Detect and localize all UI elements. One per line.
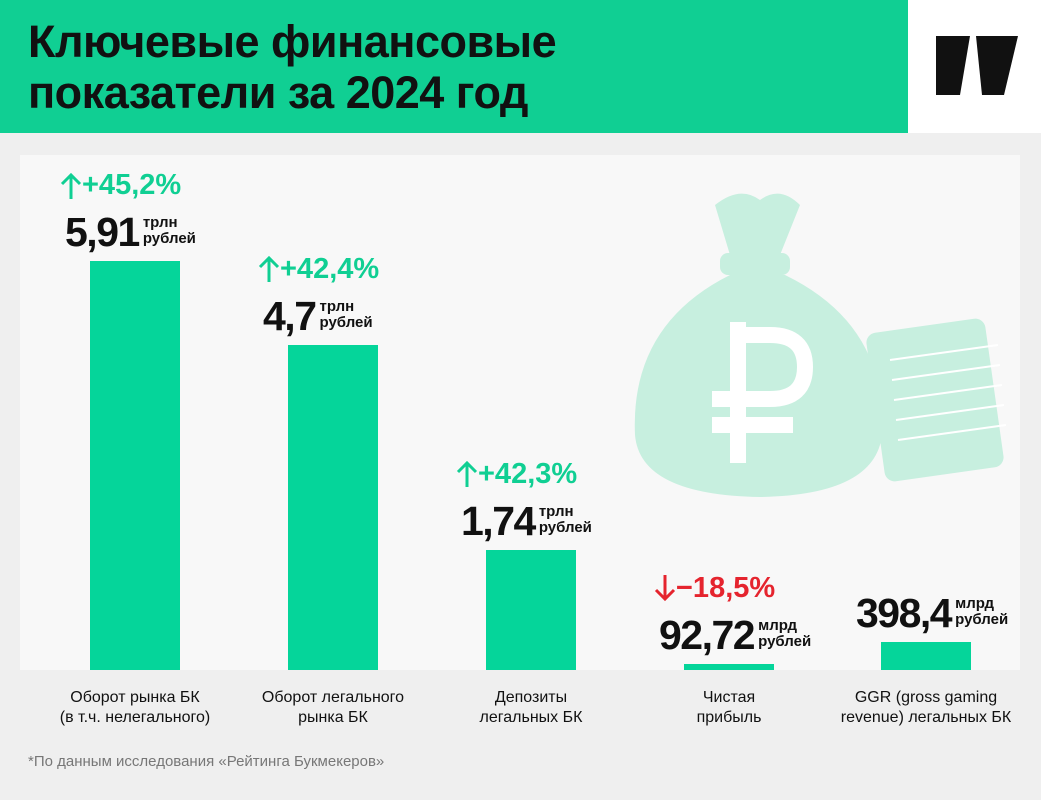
change-label: −18,5%: [676, 571, 776, 604]
value-label-group: 4,7 трлн рублей: [263, 295, 373, 337]
unit-label-group: млрд рублей: [955, 596, 1008, 628]
unit-label-group: трлн рублей: [538, 502, 592, 536]
unit-label: трлн: [142, 214, 178, 231]
unit-label: рублей: [319, 313, 373, 331]
unit-label-group: млрд рублей: [758, 616, 812, 650]
change-arrow: [60, 172, 82, 199]
category-label: Чистая прибыль: [696, 689, 762, 726]
unit-label: рублей: [758, 632, 812, 650]
value-label-group: 1,74 трлн рублей: [461, 500, 592, 542]
bar: [288, 344, 378, 670]
unit-label: рублей: [142, 230, 196, 247]
change-label: +45,2%: [82, 169, 182, 201]
logo-mark: [936, 36, 1018, 95]
unit-label-group: трлн рублей: [319, 297, 373, 331]
category-label: Оборот легального рынка БК: [261, 689, 405, 726]
footnote: *По данным исследования «Рейтинга Букмек…: [28, 753, 385, 770]
value-label: 4,7: [263, 292, 317, 339]
change-group: +42,3%: [456, 458, 577, 491]
category-label: Депозиты легальных БК: [479, 689, 583, 726]
unit-label: рублей: [538, 518, 592, 536]
money-illustration: [634, 193, 1007, 497]
value-label-group: 5,91 трлн рублей: [65, 211, 196, 253]
unit-label: трлн: [538, 502, 574, 520]
change-group: −18,5%: [654, 572, 775, 605]
category-label: Оборот рынка БК (в т.ч. нелегального): [59, 689, 211, 726]
bar: [90, 261, 180, 670]
bar: [486, 549, 576, 670]
category-label: GGR (gross gaming revenue) легальных БК: [840, 689, 1012, 726]
change-group: +45,2%: [60, 169, 181, 202]
logo: [908, 0, 1041, 133]
value-label: 92,72: [659, 611, 756, 658]
header-band: Ключевые финансовые показатели за 2024 г…: [0, 0, 908, 133]
value-label: 398,4: [856, 590, 953, 637]
title: Ключевые финансовые показатели за 2024 г…: [28, 16, 557, 118]
bar: [881, 642, 971, 670]
value-label-group: 92,72 млрд рублей: [659, 614, 811, 656]
bar: [684, 663, 774, 670]
change-arrow: [258, 256, 280, 283]
unit-label: млрд: [955, 595, 995, 613]
value-label: 5,91: [65, 209, 140, 255]
value-label-group: 398,4 млрд рублей: [856, 592, 1008, 634]
unit-label-group: трлн рублей: [143, 215, 196, 247]
change-arrow: [456, 460, 478, 488]
value-label: 1,74: [461, 497, 536, 544]
change-label: +42,3%: [478, 457, 578, 490]
unit-label: трлн: [319, 297, 355, 315]
unit-label: млрд: [758, 616, 798, 634]
change-group: +42,4%: [258, 253, 379, 286]
change-arrow: [654, 575, 676, 602]
change-label: +42,4%: [280, 252, 380, 285]
unit-label: рублей: [955, 611, 1009, 629]
